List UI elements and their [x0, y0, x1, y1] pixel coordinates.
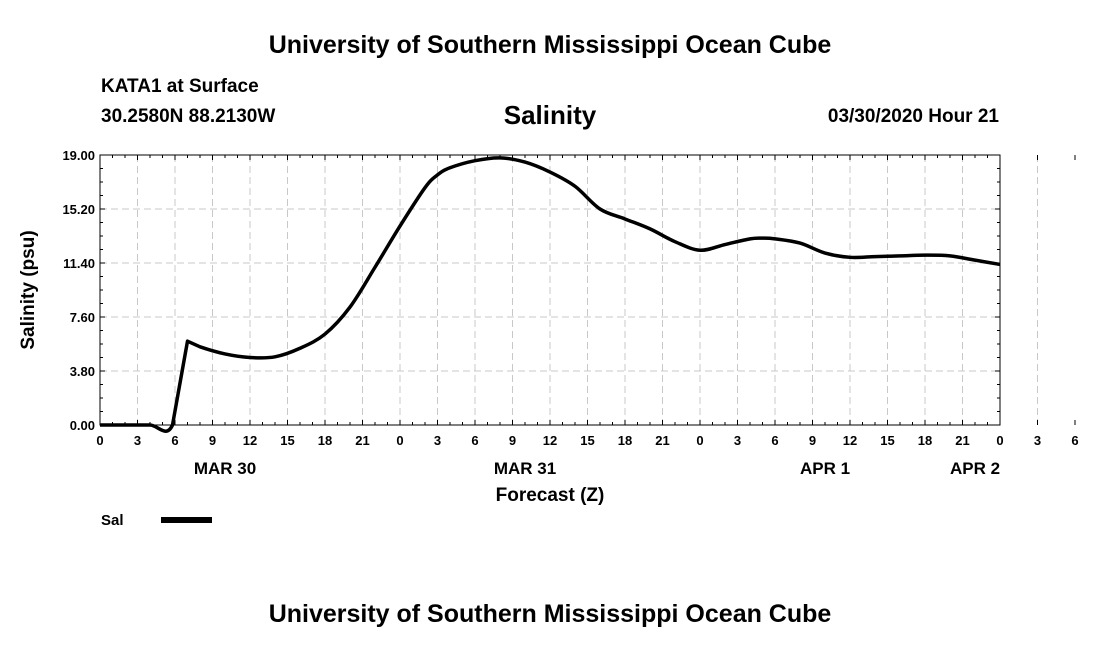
x-tick-label: 9 — [209, 433, 216, 448]
legend-label: Sal — [101, 512, 124, 529]
y-tick-label: 0.00 — [70, 418, 95, 433]
x-tick-label: 18 — [318, 433, 332, 448]
station-label: KATA1 at Surface — [101, 76, 259, 97]
y-tick-label: 19.00 — [62, 148, 95, 163]
y-axis-title: Salinity (psu) — [18, 230, 39, 349]
y-tick-label: 7.60 — [70, 310, 95, 325]
x-tick-label: 0 — [96, 433, 103, 448]
x-tick-label: 9 — [809, 433, 816, 448]
x-tick-label: 6 — [171, 433, 178, 448]
x-tick-label: 15 — [280, 433, 294, 448]
x-tick-label: 6 — [1071, 433, 1078, 448]
x-tick-label: 3 — [734, 433, 741, 448]
forecast-datetime: 03/30/2020 Hour 21 — [827, 106, 999, 127]
chart-title: Salinity — [503, 100, 597, 130]
x-tick-label: 0 — [696, 433, 703, 448]
x-tick-label: 6 — [771, 433, 778, 448]
x-tick-label: 3 — [1034, 433, 1041, 448]
y-tick-label: 11.40 — [63, 256, 95, 271]
page-title: University of Southern Mississippi Ocean… — [268, 31, 832, 59]
x-tick-label: 12 — [543, 433, 557, 448]
y-tick-label: 15.20 — [62, 202, 95, 217]
x-tick-label: 21 — [955, 433, 969, 448]
x-tick-label: 12 — [843, 433, 857, 448]
x-tick-label: 18 — [918, 433, 932, 448]
x-tick-label: 18 — [618, 433, 632, 448]
x-tick-label: 0 — [396, 433, 403, 448]
footer-title: University of Southern Mississippi Ocean… — [268, 600, 832, 628]
x-tick-label: 12 — [243, 433, 257, 448]
x-axis-title: Forecast (Z) — [496, 485, 605, 506]
x-tick-label: 6 — [471, 433, 478, 448]
x-tick-label: 15 — [580, 433, 594, 448]
x-tick-label: 3 — [434, 433, 441, 448]
x-tick-label: 0 — [996, 433, 1003, 448]
x-tick-label: 21 — [655, 433, 669, 448]
series-line-sal — [99, 156, 1001, 433]
date-label: MAR 31 — [494, 459, 556, 478]
date-label: APR 2 — [950, 459, 1000, 478]
date-label: MAR 30 — [194, 459, 256, 478]
x-tick-label: 15 — [880, 433, 894, 448]
y-tick-label: 3.80 — [70, 364, 95, 379]
x-tick-label: 3 — [134, 433, 141, 448]
date-label: APR 1 — [800, 459, 850, 478]
x-tick-label: 21 — [355, 433, 369, 448]
x-tick-label: 9 — [509, 433, 516, 448]
station-coordinates: 30.2580N 88.2130W — [101, 106, 276, 127]
